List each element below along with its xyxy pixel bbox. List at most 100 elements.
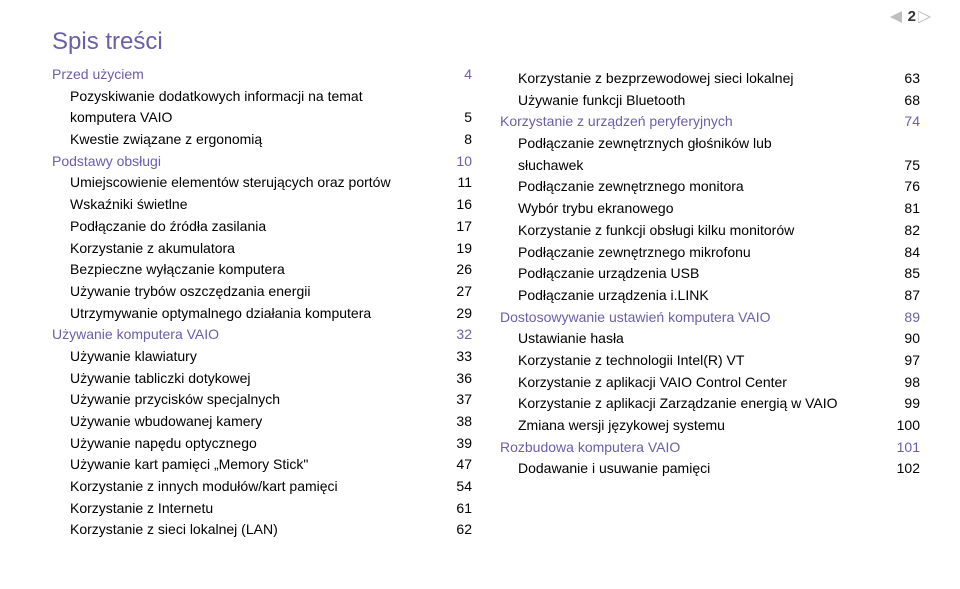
toc-page: 4 bbox=[464, 64, 472, 86]
toc-entry[interactable]: Korzystanie z sieci lokalnej (LAN)62 bbox=[52, 519, 472, 541]
toc-label: Korzystanie z aplikacji Zarządzanie ener… bbox=[518, 393, 838, 415]
toc-label: Korzystanie z bezprzewodowej sieci lokal… bbox=[518, 68, 793, 90]
toc-label: Korzystanie z akumulatora bbox=[70, 238, 235, 260]
toc-entry[interactable]: Zmiana wersji językowej systemu100 bbox=[500, 415, 920, 437]
toc-label: Podłączanie urządzenia i.LINK bbox=[518, 285, 709, 307]
toc-entry[interactable]: Podłączanie do źródła zasilania 17 bbox=[52, 216, 472, 238]
toc-entry[interactable]: Podłączanie zewnętrznego monitora 76 bbox=[500, 176, 920, 198]
toc-section[interactable]: Rozbudowa komputera VAIO 101 bbox=[500, 437, 920, 459]
toc-page: 68 bbox=[904, 90, 920, 112]
toc-section[interactable]: Przed użyciem4 bbox=[52, 64, 472, 86]
toc-page: 26 bbox=[456, 259, 472, 281]
toc-entry[interactable]: Używanie tabliczki dotykowej36 bbox=[52, 368, 472, 390]
toc-page: 38 bbox=[456, 411, 472, 433]
toc-label: Korzystanie z funkcji obsługi kilku moni… bbox=[518, 220, 794, 242]
toc-label: Używanie wbudowanej kamery bbox=[70, 411, 262, 433]
toc-entry[interactable]: Wybór trybu ekranowego81 bbox=[500, 198, 920, 220]
toc-label: Używanie kart pamięci „Memory Stick" bbox=[70, 454, 308, 476]
toc-label: Używanie funkcji Bluetooth bbox=[518, 90, 685, 112]
toc-entry[interactable]: Kwestie związane z ergonomią8 bbox=[52, 129, 472, 151]
toc-label: Korzystanie z innych modułów/kart pamięc… bbox=[70, 476, 338, 498]
toc-page: 11 bbox=[457, 172, 472, 194]
page-nav: 2 bbox=[888, 8, 932, 25]
toc-entry[interactable]: Używanie wbudowanej kamery 38 bbox=[52, 411, 472, 433]
toc-entry-wrap: Pozyskiwanie dodatkowych informacji na t… bbox=[52, 86, 472, 108]
toc-entry[interactable]: Korzystanie z funkcji obsługi kilku moni… bbox=[500, 220, 920, 242]
toc-entry[interactable]: Podłączanie urządzenia i.LINK87 bbox=[500, 285, 920, 307]
toc-entry[interactable]: Wskaźniki świetlne 16 bbox=[52, 194, 472, 216]
toc-entry[interactable]: komputera VAIO5 bbox=[52, 107, 472, 129]
toc-page: 89 bbox=[904, 307, 920, 329]
toc-page: 84 bbox=[904, 242, 920, 264]
toc-entry[interactable]: Umiejscowienie elementów sterujących ora… bbox=[52, 172, 472, 194]
toc-entry[interactable]: Utrzymywanie optymalnego działania kompu… bbox=[52, 303, 472, 325]
toc-entry[interactable]: Bezpieczne wyłączanie komputera 26 bbox=[52, 259, 472, 281]
toc-entry[interactable]: Korzystanie z technologii Intel(R) VT97 bbox=[500, 350, 920, 372]
toc-entry-wrap: Podłączanie zewnętrznych głośników lub bbox=[500, 133, 920, 155]
toc-label: Dodawanie i usuwanie pamięci bbox=[518, 458, 710, 480]
toc-label: Umiejscowienie elementów sterujących ora… bbox=[70, 172, 391, 194]
toc-page: 98 bbox=[904, 372, 920, 394]
toc-label: komputera VAIO bbox=[70, 107, 172, 129]
toc-page: 54 bbox=[456, 476, 472, 498]
toc-entry[interactable]: Dodawanie i usuwanie pamięci 102 bbox=[500, 458, 920, 480]
toc-page: 97 bbox=[904, 350, 920, 372]
toc-page: 90 bbox=[904, 328, 920, 350]
toc-section[interactable]: Podstawy obsługi 10 bbox=[52, 151, 472, 173]
toc-label: Podstawy obsługi bbox=[52, 151, 161, 173]
toc-entry[interactable]: Korzystanie z akumulatora 19 bbox=[52, 238, 472, 260]
toc-page: 74 bbox=[904, 111, 920, 133]
toc-label: Używanie napędu optycznego bbox=[70, 433, 257, 455]
toc-entry[interactable]: Korzystanie z innych modułów/kart pamięc… bbox=[52, 476, 472, 498]
toc-entry[interactable]: Korzystanie z bezprzewodowej sieci lokal… bbox=[500, 68, 920, 90]
toc-page: 10 bbox=[456, 151, 472, 173]
toc-title: Spis treści bbox=[52, 28, 472, 56]
toc-entry[interactable]: Korzystanie z aplikacji Zarządzanie ener… bbox=[500, 393, 920, 415]
toc-label: Bezpieczne wyłączanie komputera bbox=[70, 259, 285, 281]
toc-content: Spis treści Przed użyciem4Pozyskiwanie d… bbox=[0, 0, 960, 541]
toc-entry[interactable]: Podłączanie urządzenia USB85 bbox=[500, 263, 920, 285]
toc-page: 32 bbox=[456, 324, 472, 346]
toc-page: 16 bbox=[456, 194, 472, 216]
toc-label: Podłączanie zewnętrznego monitora bbox=[518, 176, 744, 198]
toc-entry[interactable]: Używanie klawiatury33 bbox=[52, 346, 472, 368]
toc-section[interactable]: Używanie komputera VAIO 32 bbox=[52, 324, 472, 346]
toc-page: 62 bbox=[456, 519, 472, 541]
next-page-icon[interactable] bbox=[918, 11, 932, 23]
toc-page: 19 bbox=[456, 238, 472, 260]
toc-label: Wskaźniki świetlne bbox=[70, 194, 187, 216]
toc-page: 76 bbox=[904, 176, 920, 198]
toc-page: 17 bbox=[456, 216, 472, 238]
toc-entry[interactable]: Używanie napędu optycznego 39 bbox=[52, 433, 472, 455]
toc-label: Korzystanie z urządzeń peryferyjnych bbox=[500, 111, 733, 133]
prev-page-icon[interactable] bbox=[888, 11, 902, 23]
toc-section[interactable]: Dostosowywanie ustawień komputera VAIO89 bbox=[500, 307, 920, 329]
toc-entry[interactable]: Korzystanie z Internetu61 bbox=[52, 498, 472, 520]
page-number: 2 bbox=[908, 8, 916, 25]
toc-entry[interactable]: Korzystanie z aplikacji VAIO Control Cen… bbox=[500, 372, 920, 394]
toc-label: Rozbudowa komputera VAIO bbox=[500, 437, 680, 459]
toc-page: 39 bbox=[456, 433, 472, 455]
toc-entry[interactable]: Podłączanie zewnętrznego mikrofonu84 bbox=[500, 242, 920, 264]
toc-entry[interactable]: Używanie przycisków specjalnych37 bbox=[52, 389, 472, 411]
toc-label: Podłączanie do źródła zasilania bbox=[70, 216, 266, 238]
toc-page: 101 bbox=[897, 437, 920, 459]
toc-page: 27 bbox=[456, 281, 472, 303]
toc-label: Ustawianie hasła bbox=[518, 328, 624, 350]
toc-entry[interactable]: Używanie funkcji Bluetooth 68 bbox=[500, 90, 920, 112]
toc-label: Wybór trybu ekranowego bbox=[518, 198, 674, 220]
toc-entry[interactable]: Ustawianie hasła 90 bbox=[500, 328, 920, 350]
toc-page: 29 bbox=[456, 303, 472, 325]
toc-entry[interactable]: słuchawek75 bbox=[500, 155, 920, 177]
toc-entry[interactable]: Używanie trybów oszczędzania energii27 bbox=[52, 281, 472, 303]
toc-page: 99 bbox=[904, 393, 920, 415]
toc-label: Używanie komputera VAIO bbox=[52, 324, 219, 346]
toc-page: 85 bbox=[904, 263, 920, 285]
toc-page: 61 bbox=[456, 498, 472, 520]
toc-page: 102 bbox=[897, 458, 920, 480]
toc-page: 75 bbox=[904, 155, 920, 177]
toc-entry[interactable]: Używanie kart pamięci „Memory Stick"47 bbox=[52, 454, 472, 476]
toc-page: 63 bbox=[904, 68, 920, 90]
toc-label: Utrzymywanie optymalnego działania kompu… bbox=[70, 303, 371, 325]
toc-section[interactable]: Korzystanie z urządzeń peryferyjnych 74 bbox=[500, 111, 920, 133]
